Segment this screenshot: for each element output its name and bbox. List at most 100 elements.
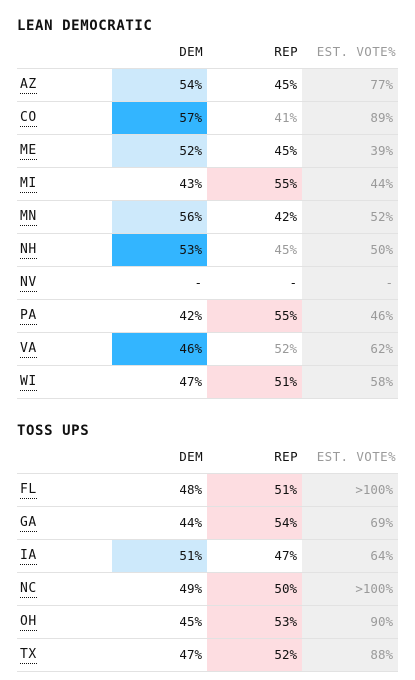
- state-cell: VA: [20, 333, 37, 365]
- state-cell: NC: [20, 573, 37, 605]
- rep-cell: 52%: [207, 639, 302, 671]
- table-row: CO 57% 41% 89%: [17, 101, 398, 134]
- state-link[interactable]: IA: [20, 548, 37, 565]
- est-vote-cell: 39%: [302, 135, 398, 167]
- header-rep: REP: [274, 449, 298, 464]
- header-dem: DEM: [179, 44, 203, 59]
- table-row: VA 46% 52% 62%: [17, 332, 398, 365]
- rep-cell: 51%: [207, 366, 302, 398]
- est-vote-cell: >100%: [302, 573, 398, 605]
- dem-cell: 56%: [112, 201, 207, 233]
- dem-cell: 52%: [112, 135, 207, 167]
- dem-cell: 54%: [112, 69, 207, 101]
- state-cell: NV: [20, 267, 37, 299]
- dem-cell: 57%: [112, 102, 207, 134]
- state-cell: PA: [20, 300, 37, 332]
- rep-cell: 52%: [274, 341, 297, 356]
- section-title-lean-democratic: LEAN DEMOCRATIC: [17, 18, 153, 34]
- table-row: OH 45% 53% 90%: [17, 605, 398, 638]
- state-link[interactable]: NC: [20, 581, 37, 598]
- state-link[interactable]: MI: [20, 176, 37, 193]
- rep-cell: 53%: [207, 606, 302, 638]
- state-link[interactable]: NH: [20, 242, 37, 259]
- rep-cell: 41%: [274, 110, 297, 125]
- est-vote-cell: 50%: [302, 234, 398, 266]
- state-cell: GA: [20, 507, 37, 539]
- state-link[interactable]: CO: [20, 110, 37, 127]
- table-row: NC 49% 50% >100%: [17, 572, 398, 605]
- dem-cell: 42%: [179, 308, 202, 323]
- table-row: FL 48% 51% >100%: [17, 473, 398, 506]
- est-vote-cell: 44%: [302, 168, 398, 200]
- state-link[interactable]: GA: [20, 515, 37, 532]
- dem-cell: -: [194, 275, 202, 290]
- est-vote-cell: 62%: [302, 333, 398, 365]
- rep-cell: 55%: [207, 300, 302, 332]
- table-header: DEM REP EST. VOTE%: [17, 443, 398, 473]
- state-link[interactable]: MN: [20, 209, 37, 226]
- dem-cell: 43%: [179, 176, 202, 191]
- state-cell: TX: [20, 639, 37, 671]
- rep-cell: -: [289, 275, 297, 290]
- state-cell: ME: [20, 135, 37, 167]
- est-vote-cell: 46%: [302, 300, 398, 332]
- rep-cell: 45%: [274, 77, 297, 92]
- table-row: AZ 54% 45% 77%: [17, 68, 398, 101]
- state-link[interactable]: VA: [20, 341, 37, 358]
- state-link[interactable]: FL: [20, 482, 37, 499]
- est-vote-cell: 89%: [302, 102, 398, 134]
- est-vote-cell: 58%: [302, 366, 398, 398]
- state-link[interactable]: ME: [20, 143, 37, 160]
- table-row: MN 56% 42% 52%: [17, 200, 398, 233]
- table-row: NH 53% 45% 50%: [17, 233, 398, 266]
- state-cell: AZ: [20, 69, 37, 101]
- rep-cell: 42%: [274, 209, 297, 224]
- est-vote-cell: 88%: [302, 639, 398, 671]
- dem-cell: 45%: [179, 614, 202, 629]
- header-est-vote: EST. VOTE%: [316, 449, 396, 464]
- state-cell: MN: [20, 201, 37, 233]
- state-link[interactable]: TX: [20, 647, 37, 664]
- est-vote-cell: 77%: [302, 69, 398, 101]
- rep-cell: 55%: [207, 168, 302, 200]
- state-cell: FL: [20, 474, 37, 506]
- table-row: PA 42% 55% 46%: [17, 299, 398, 332]
- header-rep: REP: [274, 44, 298, 59]
- header-est-vote: EST. VOTE%: [316, 44, 396, 59]
- est-vote-cell: -: [302, 267, 398, 299]
- dem-cell: 53%: [112, 234, 207, 266]
- table-row: WI 47% 51% 58%: [17, 365, 398, 399]
- state-cell: MI: [20, 168, 37, 200]
- header-dem: DEM: [179, 449, 203, 464]
- dem-cell: 46%: [112, 333, 207, 365]
- dem-cell: 51%: [112, 540, 207, 572]
- table-row: GA 44% 54% 69%: [17, 506, 398, 539]
- dem-cell: 49%: [179, 581, 202, 596]
- dem-cell: 47%: [179, 647, 202, 662]
- est-vote-cell: >100%: [302, 474, 398, 506]
- state-cell: WI: [20, 366, 37, 398]
- state-link[interactable]: NV: [20, 275, 37, 292]
- state-link[interactable]: WI: [20, 374, 37, 391]
- rep-cell: 51%: [207, 474, 302, 506]
- lean-democratic-table: DEM REP EST. VOTE% AZ 54% 45% 77% CO 57% 41% 89…: [17, 38, 398, 399]
- est-vote-cell: 52%: [302, 201, 398, 233]
- state-cell: IA: [20, 540, 37, 572]
- est-vote-cell: 69%: [302, 507, 398, 539]
- est-vote-cell: 90%: [302, 606, 398, 638]
- state-link[interactable]: AZ: [20, 77, 37, 94]
- table-row: TX 47% 52% 88%: [17, 638, 398, 672]
- table-row: NV - - -: [17, 266, 398, 299]
- state-cell: CO: [20, 102, 37, 134]
- dem-cell: 44%: [179, 515, 202, 530]
- est-vote-cell: 64%: [302, 540, 398, 572]
- table-header: DEM REP EST. VOTE%: [17, 38, 398, 68]
- rep-cell: 47%: [274, 548, 297, 563]
- rep-cell: 45%: [274, 242, 297, 257]
- state-link[interactable]: PA: [20, 308, 37, 325]
- rep-cell: 50%: [207, 573, 302, 605]
- table-row: ME 52% 45% 39%: [17, 134, 398, 167]
- state-link[interactable]: OH: [20, 614, 37, 631]
- dem-cell: 48%: [179, 482, 202, 497]
- toss-ups-table: DEM REP EST. VOTE% FL 48% 51% >100% GA 44% 54%…: [17, 443, 398, 672]
